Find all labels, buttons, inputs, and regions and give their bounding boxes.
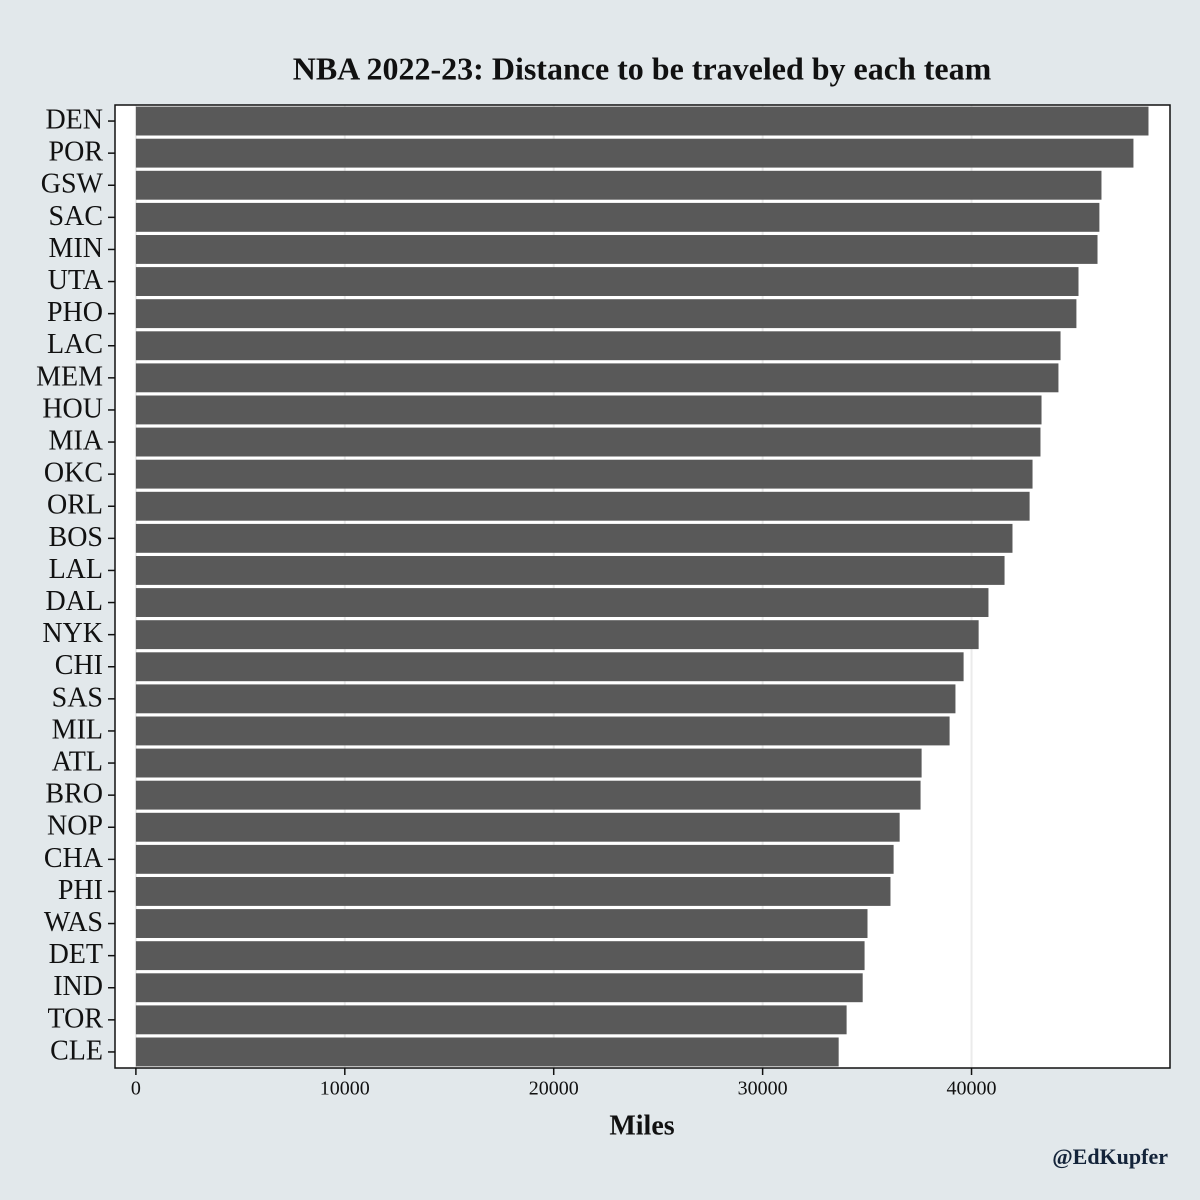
y-tick-label: ORL — [47, 490, 103, 521]
grid — [134, 105, 973, 1068]
y-tick-label: IND — [53, 971, 103, 1002]
bar — [135, 684, 956, 714]
y-tick-label: BRO — [45, 779, 103, 810]
bar — [135, 716, 950, 746]
bar — [135, 652, 964, 682]
bar — [135, 780, 921, 810]
y-tick-label: SAS — [52, 682, 103, 713]
x-tick-label: 0 — [131, 1078, 141, 1100]
bar — [135, 588, 989, 617]
x-axis-label: Miles — [609, 1110, 674, 1141]
y-tick-label: UTA — [48, 265, 104, 296]
y-tick-label: PHO — [47, 297, 103, 328]
bar — [135, 299, 1077, 329]
y-tick-label: HOU — [42, 393, 103, 424]
y-tick-label: ATL — [52, 746, 103, 777]
bar — [135, 877, 891, 906]
y-tick-label: POR — [49, 137, 104, 168]
y-tick-label: DEN — [45, 104, 103, 135]
bar — [135, 973, 863, 1003]
y-tick-label: WAS — [44, 907, 103, 938]
y-tick-label: DET — [49, 939, 103, 970]
axes: 0 10000 20000 30000 40000DENPORGSWSACMINUTAP… — [36, 104, 996, 1099]
x-tick-label: 10000 — [320, 1078, 370, 1100]
chart-title: NBA 2022-23: Distance to be traveled by … — [293, 50, 992, 86]
bar — [135, 331, 1061, 361]
y-tick-label: LAL — [49, 554, 103, 585]
bar — [135, 363, 1059, 393]
y-tick-label: MIA — [49, 425, 104, 456]
bar — [135, 170, 1102, 200]
x-tick-label: 30000 — [738, 1078, 788, 1100]
y-tick-label: CHI — [55, 650, 103, 681]
bar — [135, 909, 868, 938]
bar — [135, 235, 1098, 264]
bar — [135, 427, 1041, 457]
bar — [135, 138, 1134, 168]
bar — [135, 491, 1030, 521]
y-tick-label: MIN — [49, 233, 103, 264]
bar — [135, 556, 1005, 585]
y-tick-label: GSW — [41, 169, 104, 200]
caption: @EdKupfer — [1052, 1144, 1168, 1169]
bar — [135, 844, 894, 874]
bar — [135, 459, 1033, 489]
plot-panel — [115, 105, 1170, 1068]
bar — [135, 812, 900, 842]
bar — [135, 267, 1079, 296]
y-tick-label: OKC — [44, 458, 103, 489]
x-tick-label: 40000 — [947, 1078, 997, 1100]
y-tick-label: MEM — [36, 361, 103, 392]
bar — [135, 395, 1042, 425]
y-tick-label: DAL — [45, 586, 103, 617]
bar — [135, 202, 1100, 232]
y-tick-label: PHI — [58, 875, 103, 906]
bar — [135, 748, 922, 778]
y-tick-label: NOP — [47, 811, 103, 842]
x-tick-label: 20000 — [529, 1078, 579, 1100]
bar — [135, 106, 1149, 136]
y-tick-label: MIL — [52, 714, 103, 745]
bar — [135, 941, 865, 971]
bar — [135, 1005, 847, 1035]
bar — [135, 523, 1013, 553]
y-tick-label: TOR — [48, 1003, 104, 1034]
y-tick-label: CHA — [44, 843, 104, 874]
y-tick-label: LAC — [47, 329, 103, 360]
bar — [135, 620, 979, 650]
y-tick-label: SAC — [49, 201, 103, 232]
bar — [135, 1037, 839, 1067]
panel-border — [114, 104, 1171, 1069]
y-tick-label: NYK — [42, 618, 103, 649]
y-tick-label: BOS — [49, 522, 103, 553]
y-tick-label: CLE — [50, 1035, 103, 1066]
bars — [135, 106, 1149, 1067]
